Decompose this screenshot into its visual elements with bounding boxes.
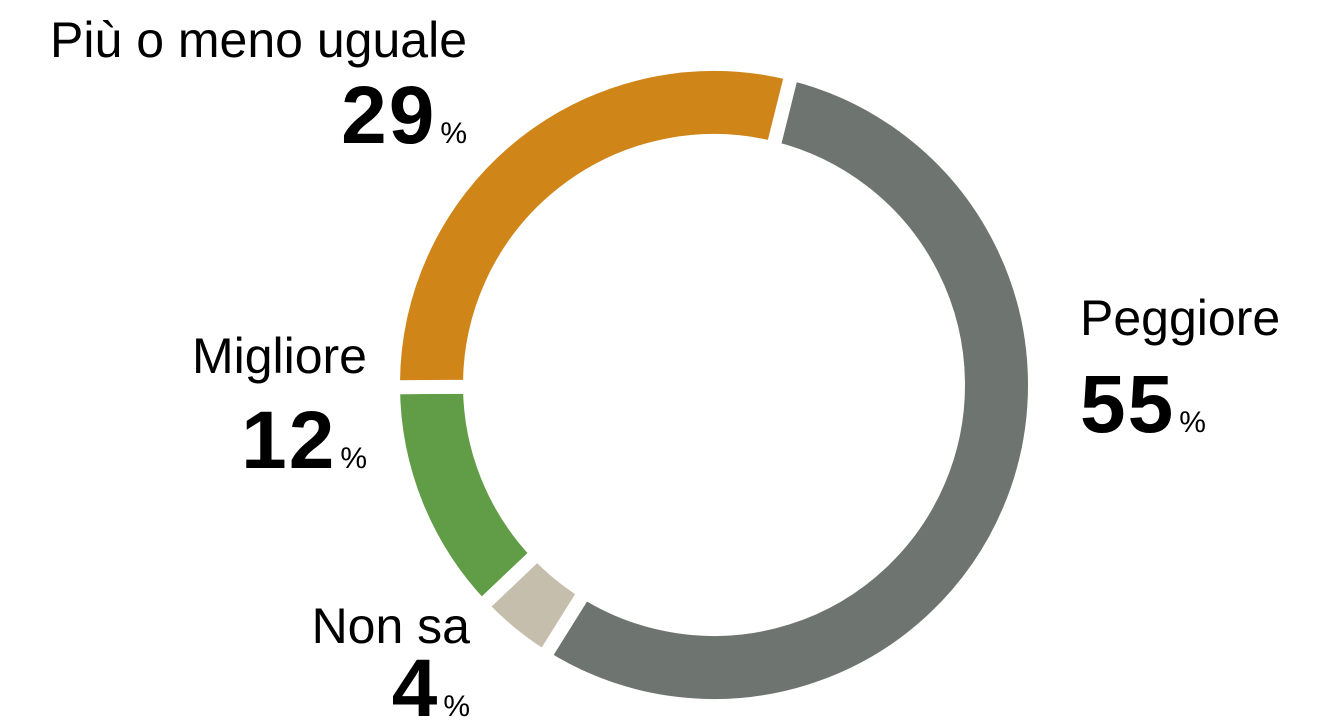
value-number: 55 <box>1080 359 1175 450</box>
segment-value: 29% <box>341 70 467 161</box>
value-unit: % <box>340 442 367 475</box>
segment-label: Più o meno uguale <box>50 12 467 68</box>
donut-segment <box>534 65 1042 713</box>
value-unit: % <box>443 690 470 722</box>
segment-value: 4% <box>392 643 470 722</box>
segment-label: Migliore <box>192 328 367 384</box>
value-number: 12 <box>241 395 336 486</box>
segment-label: Non sa <box>312 598 471 654</box>
segment-value: 12% <box>241 395 367 486</box>
value-number: 4 <box>392 643 440 722</box>
value-unit: % <box>1179 406 1206 439</box>
value-unit: % <box>440 117 467 150</box>
donut-segment <box>385 379 548 617</box>
segment-value: 55% <box>1080 359 1206 450</box>
segment-label: Peggiore <box>1080 290 1280 346</box>
donut-segment <box>386 57 801 395</box>
value-number: 29 <box>341 70 436 161</box>
